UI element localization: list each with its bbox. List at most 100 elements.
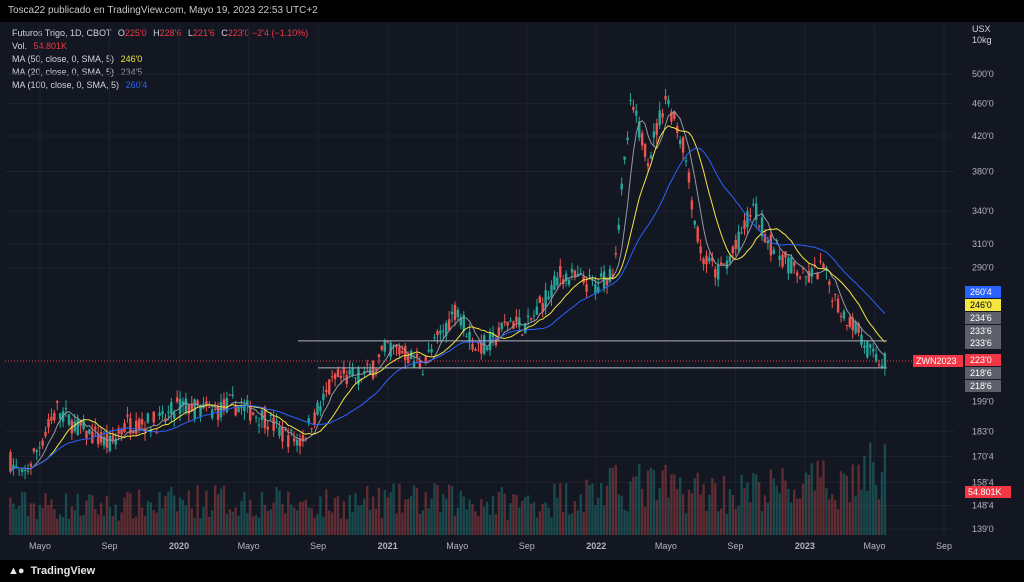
candle-body — [693, 220, 696, 225]
legend-ma50-row[interactable]: MA (50, close, 0, SMA, 5) 246'0 — [12, 53, 308, 66]
candle-body — [295, 439, 299, 446]
volume-bar — [56, 518, 59, 535]
volume-bar — [749, 502, 752, 535]
candle-body — [828, 281, 831, 285]
candle-body — [395, 345, 398, 348]
volume-bar — [35, 519, 38, 535]
candle-body — [515, 316, 518, 322]
volume-bar — [746, 482, 749, 535]
volume-bar — [117, 520, 120, 535]
volume-bar — [9, 497, 12, 535]
price-tag-bg — [965, 325, 1001, 337]
volume-bar — [225, 514, 229, 535]
candle-body — [687, 172, 691, 183]
candle-body — [421, 374, 425, 376]
volume-bar — [368, 509, 372, 535]
candle-body — [137, 419, 141, 430]
volume-bar — [541, 504, 544, 535]
volume-bar — [392, 483, 395, 535]
price-chart[interactable]: 500'0 460'0 420'0 380'0 340'0 310'0 290'0 199'0… — [0, 0, 1024, 560]
candle-body — [12, 464, 15, 469]
candle-body — [652, 131, 656, 138]
volume-bar — [614, 464, 618, 535]
candle-body — [316, 402, 319, 415]
volume-bar — [646, 470, 650, 535]
candle-body — [377, 354, 381, 358]
volume-bar — [801, 483, 805, 535]
volume-bar — [439, 512, 442, 535]
candle-body — [143, 428, 147, 433]
volume-bar — [456, 507, 460, 535]
candle-body — [187, 405, 191, 414]
unit-size: 10kg — [972, 35, 992, 45]
volume-bar — [290, 504, 293, 535]
candle-body — [681, 137, 685, 153]
candle-body — [298, 438, 302, 447]
volume-bar — [766, 502, 770, 535]
candle-body — [439, 330, 442, 334]
price-tag-bg — [965, 337, 1001, 349]
candle-body — [219, 402, 223, 418]
volume-bar — [18, 505, 21, 535]
ohlc-low-value: 221'6 — [192, 28, 215, 38]
volume-bar — [47, 505, 50, 535]
legend-ma20-row[interactable]: MA (20, close, 0, SMA, 5) 234'5 — [12, 66, 308, 79]
candle-body — [731, 246, 735, 254]
candle-body — [246, 400, 249, 406]
candle-body — [313, 412, 316, 425]
candle-body — [822, 263, 825, 269]
volume-bar — [532, 502, 536, 535]
price-unit-label: USX 10kg — [972, 24, 992, 46]
candle-body — [553, 275, 556, 290]
volume-bar — [38, 504, 41, 535]
price-tag-bg — [965, 312, 1001, 324]
candle-body — [178, 398, 182, 414]
volume-bar — [12, 503, 15, 535]
candle-body — [684, 160, 688, 162]
candle-body — [839, 316, 843, 318]
candle-body — [392, 345, 395, 347]
legend-ma100-row[interactable]: MA (100, close, 0, SMA, 5) 260'4 — [12, 79, 308, 92]
volume-bar — [330, 512, 334, 535]
volume-bar — [44, 493, 47, 535]
candle-body — [216, 406, 220, 420]
y-tick-label: 290'0 — [972, 263, 994, 273]
volume-bar — [775, 485, 778, 535]
price-tag-gray: 218'6 — [970, 368, 992, 378]
volume-bar — [769, 469, 773, 535]
candle-body — [705, 255, 708, 265]
volume-bar — [178, 497, 182, 535]
legend-symbol-row[interactable]: Futuros Trigo, 1D, CBOT O225'0 H228'6 L2… — [12, 27, 308, 40]
y-tick-label: 340'0 — [972, 206, 994, 216]
volume-bar — [412, 485, 416, 535]
candle-body — [863, 345, 866, 348]
candle-body — [807, 271, 811, 283]
candle-body — [711, 257, 714, 262]
volume-bar — [287, 491, 290, 535]
ma20-label: MA (20, close, 0, SMA, 5) — [12, 67, 115, 77]
candle-body — [85, 430, 88, 439]
volume-bar — [509, 503, 512, 535]
candle-body — [50, 416, 53, 421]
y-tick-label: 158'4 — [972, 477, 994, 487]
candle-body — [567, 279, 571, 285]
candle-body — [661, 113, 664, 118]
volume-bar — [61, 516, 65, 535]
candle-body — [94, 426, 97, 430]
legend-volume-row[interactable]: Vol. 54.801K — [12, 40, 308, 53]
candle-body — [225, 397, 229, 413]
candle-body — [608, 268, 612, 282]
candle-body — [319, 406, 322, 412]
candle-body — [140, 419, 144, 425]
volume-bar — [866, 490, 869, 535]
candle-body — [345, 375, 348, 384]
volume-bar — [626, 511, 629, 535]
candle-body — [702, 258, 705, 264]
publish-header: Tosca22 publicado en TradingView.com, Ma… — [0, 0, 1024, 22]
candle-body — [605, 280, 609, 286]
ma50-line — [10, 125, 886, 473]
candle-body — [380, 345, 384, 350]
volume-bar — [465, 509, 468, 535]
candle-body — [804, 276, 808, 278]
candle-body — [333, 373, 337, 380]
